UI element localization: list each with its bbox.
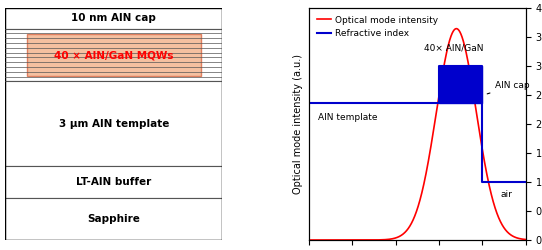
Text: 3 μm AlN template: 3 μm AlN template	[59, 119, 169, 129]
Text: 40 × AlN/GaN MQWs: 40 × AlN/GaN MQWs	[54, 50, 173, 60]
Text: 40× AlN/GaN: 40× AlN/GaN	[424, 44, 484, 53]
Text: AlN cap: AlN cap	[487, 82, 530, 94]
Text: Sapphire: Sapphire	[87, 214, 140, 224]
Text: air: air	[500, 190, 512, 199]
Text: LT-AlN buffer: LT-AlN buffer	[76, 177, 151, 187]
Bar	[5, 29, 222, 82]
Text: AlN template: AlN template	[318, 114, 377, 122]
Bar	[5, 82, 222, 166]
Bar	[5, 8, 222, 29]
Text: 10 nm AlN cap: 10 nm AlN cap	[72, 13, 156, 23]
FancyBboxPatch shape	[27, 34, 201, 76]
Bar	[5, 166, 222, 198]
Bar	[5, 198, 222, 240]
Legend: Optical mode intensity, Refractive index: Optical mode intensity, Refractive index	[313, 12, 442, 42]
Y-axis label: Optical mode intensity (a.u.): Optical mode intensity (a.u.)	[293, 54, 304, 194]
